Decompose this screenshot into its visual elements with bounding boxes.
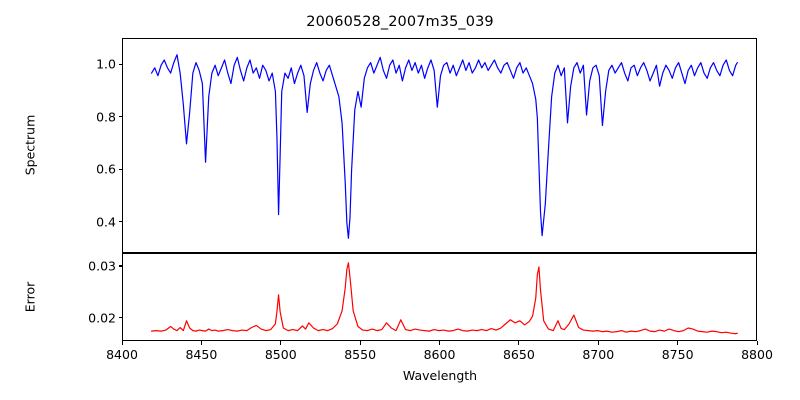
spectrum-ytick-mark	[118, 221, 122, 223]
xtick-label: 8700	[582, 347, 615, 362]
xtick-mark	[359, 341, 361, 345]
xtick-label: 8650	[502, 347, 535, 362]
xtick-label: 8750	[661, 347, 694, 362]
spectrum-plot-area	[122, 38, 757, 253]
spectrum-ytick-label: 1.0	[96, 56, 116, 72]
xtick-mark	[200, 341, 202, 345]
spectrum-ytick-label: 0.4	[96, 214, 116, 230]
xtick-label: 8800	[741, 347, 773, 362]
spectrum-data-line	[150, 54, 738, 239]
error-plot-area	[122, 253, 757, 341]
spectrum-ytick-mark	[118, 168, 122, 170]
xtick-mark	[518, 341, 520, 345]
xtick-mark	[280, 341, 282, 345]
xtick-label: 8550	[344, 347, 377, 362]
error-y-axis-label: Error	[22, 281, 38, 313]
error-ytick-mark	[118, 317, 122, 319]
spectrum-line-series	[150, 54, 738, 239]
spectrum-ytick-mark	[118, 116, 122, 118]
error-ytick-label: 0.02	[88, 310, 116, 326]
error-line-series	[150, 262, 738, 335]
page-title: 20060528_2007m35_039	[306, 14, 494, 30]
spectrum-ytick-mark	[118, 63, 122, 65]
error-ytick-label: 0.03	[88, 258, 116, 274]
spectrum-ytick-label: 0.8	[96, 109, 116, 125]
xtick-mark	[677, 341, 679, 345]
xtick-label: 8500	[264, 347, 297, 362]
error-data-line	[150, 262, 738, 335]
xtick-mark	[756, 341, 758, 345]
xtick-label: 8400	[106, 347, 138, 362]
xtick-mark	[597, 341, 599, 345]
spectrum-y-axis-label: Spectrum	[22, 114, 38, 176]
x-axis-label: Wavelength	[402, 368, 478, 383]
error-ytick-mark	[118, 265, 122, 267]
spectrum-ytick-label: 0.6	[96, 161, 116, 177]
xtick-label: 8600	[423, 347, 456, 362]
xtick-mark	[439, 341, 441, 345]
xtick-label: 8450	[185, 347, 218, 362]
xtick-mark	[121, 341, 123, 345]
